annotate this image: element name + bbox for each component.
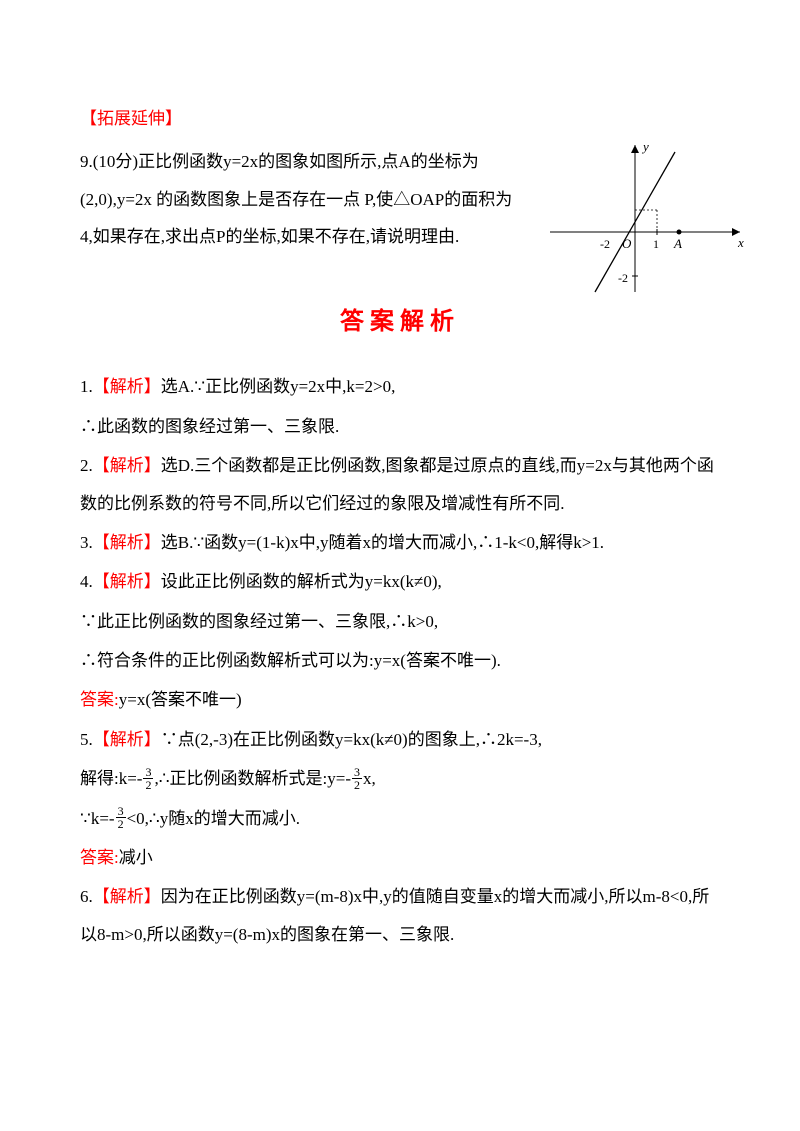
a1-label: 【解析】 bbox=[93, 377, 161, 396]
svg-text:1: 1 bbox=[653, 237, 659, 251]
a4-ans-text: y=x(答案不唯一) bbox=[119, 690, 242, 709]
a4-label: 【解析】 bbox=[93, 572, 161, 591]
answer-2: 2.【解析】选D.三个函数都是正比例函数,图象都是过原点的直线,而y=2x与其他… bbox=[80, 447, 720, 522]
a2-num: 2. bbox=[80, 456, 93, 475]
answers-title: 答案解析 bbox=[80, 296, 720, 349]
section-extension-header: 【拓展延伸】 bbox=[80, 100, 720, 137]
svg-text:y: y bbox=[641, 139, 649, 154]
a5-l2a: 解得:k=- bbox=[80, 769, 142, 788]
fraction-3-2-a: 32 bbox=[143, 766, 153, 791]
a6-label: 【解析】 bbox=[93, 887, 161, 906]
a5-ans-label: 答案: bbox=[80, 848, 119, 867]
svg-text:O: O bbox=[622, 236, 632, 251]
a4-line1: 设此正比例函数的解析式为y=kx(k≠0), bbox=[161, 572, 442, 591]
a1-line1: 选A.∵正比例函数y=2x中,k=2>0, bbox=[161, 377, 396, 396]
a3-label: 【解析】 bbox=[93, 533, 161, 552]
q9-body: 正比例函数y=2x的图象如图所示,点A的坐标为(2,0),y=2x 的函数图象上… bbox=[80, 152, 512, 246]
a5-label: 【解析】 bbox=[93, 730, 161, 749]
answer-5: 5.【解析】∵点(2,-3)在正比例函数y=kx(k≠0)的图象上,∴2k=-3… bbox=[80, 721, 720, 758]
question-9-block: 9.(10分)正比例函数y=2x的图象如图所示,点A的坐标为(2,0),y=2x… bbox=[80, 143, 720, 255]
q9-graph: x y O 1 -2 -2 A bbox=[540, 137, 750, 297]
a5-l2b: ,∴正比例函数解析式是:y=- bbox=[154, 769, 351, 788]
a4-num: 4. bbox=[80, 572, 93, 591]
a6-text: 因为在正比例函数y=(m-8)x中,y的值随自变量x的增大而减小,所以m-8<0… bbox=[80, 887, 709, 943]
answer-3: 3.【解析】选B.∵函数y=(1-k)x中,y随着x的增大而减小,∴1-k<0,… bbox=[80, 524, 720, 561]
answer-5-line2: 解得:k=-32,∴正比例函数解析式是:y=-32x, bbox=[80, 760, 720, 797]
answer-1: 1.【解析】选A.∵正比例函数y=2x中,k=2>0, bbox=[80, 368, 720, 405]
fraction-3-2-b: 32 bbox=[352, 766, 362, 791]
a5-l3b: <0,∴y随x的增大而减小. bbox=[127, 809, 300, 828]
answer-5-ans: 答案:减小 bbox=[80, 839, 720, 876]
q9-points: (10分) bbox=[93, 152, 138, 171]
q9-number: 9. bbox=[80, 152, 93, 171]
a3-text: 选B.∵函数y=(1-k)x中,y随着x的增大而减小,∴1-k<0,解得k>1. bbox=[161, 533, 604, 552]
a2-text: 选D.三个函数都是正比例函数,图象都是过原点的直线,而y=2x与其他两个函数的比… bbox=[80, 456, 714, 512]
answer-4-ans: 答案:y=x(答案不唯一) bbox=[80, 681, 720, 718]
answer-6: 6.【解析】因为在正比例函数y=(m-8)x中,y的值随自变量x的增大而减小,所… bbox=[80, 878, 720, 953]
answer-1-line2: ∴此函数的图象经过第一、三象限. bbox=[80, 408, 720, 445]
answer-4-line3: ∴符合条件的正比例函数解析式可以为:y=x(答案不唯一). bbox=[80, 642, 720, 679]
a2-label: 【解析】 bbox=[93, 456, 161, 475]
answer-5-line3: ∵k=-32<0,∴y随x的增大而减小. bbox=[80, 800, 720, 837]
a5-l3a: ∵k=- bbox=[80, 809, 115, 828]
a5-l2c: x, bbox=[363, 769, 376, 788]
a1-num: 1. bbox=[80, 377, 93, 396]
a4-ans-label: 答案: bbox=[80, 690, 119, 709]
a3-num: 3. bbox=[80, 533, 93, 552]
svg-text:x: x bbox=[737, 235, 744, 250]
svg-text:-2: -2 bbox=[600, 237, 610, 251]
a5-num: 5. bbox=[80, 730, 93, 749]
svg-text:A: A bbox=[673, 236, 682, 251]
question-9-text: 9.(10分)正比例函数y=2x的图象如图所示,点A的坐标为(2,0),y=2x… bbox=[80, 143, 520, 255]
a6-num: 6. bbox=[80, 887, 93, 906]
answer-4: 4.【解析】设此正比例函数的解析式为y=kx(k≠0), bbox=[80, 563, 720, 600]
a5-line1: ∵点(2,-3)在正比例函数y=kx(k≠0)的图象上,∴2k=-3, bbox=[161, 730, 542, 749]
a5-ans-text: 减小 bbox=[119, 848, 153, 867]
answer-4-line2: ∵此正比例函数的图象经过第一、三象限,∴k>0, bbox=[80, 603, 720, 640]
fraction-3-2-c: 32 bbox=[116, 805, 126, 830]
svg-text:-2: -2 bbox=[618, 271, 628, 285]
